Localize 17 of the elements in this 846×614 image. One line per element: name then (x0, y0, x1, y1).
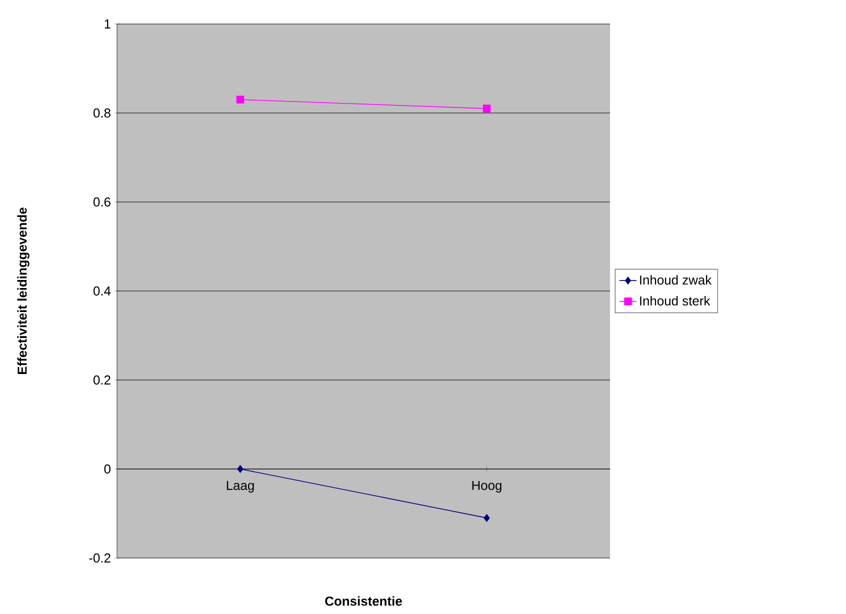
point (482, 104, 491, 112)
y-tick-label: 0 (104, 464, 110, 474)
point (236, 96, 244, 104)
point (484, 514, 490, 522)
y-tick-label: -0.2 (89, 553, 110, 563)
x-axis-title: Consistentie (325, 596, 402, 606)
y-tick-label: 0.6 (93, 197, 110, 207)
y-tick-label: 0.8 (93, 108, 110, 118)
y-tick-label: 0.4 (93, 286, 111, 296)
x-tick-label: Hoog (472, 480, 502, 493)
y-axis-title: Effectiviteit leidinggevende (17, 208, 30, 374)
y-tick-label: 1 (104, 20, 110, 28)
legend-label: Inhoud sterk (640, 296, 710, 306)
legend-label: Inhoud zwak (640, 275, 712, 285)
y-tick-label: 0.2 (93, 375, 110, 385)
point (237, 465, 244, 473)
x-tick-label: Laag (226, 480, 254, 493)
